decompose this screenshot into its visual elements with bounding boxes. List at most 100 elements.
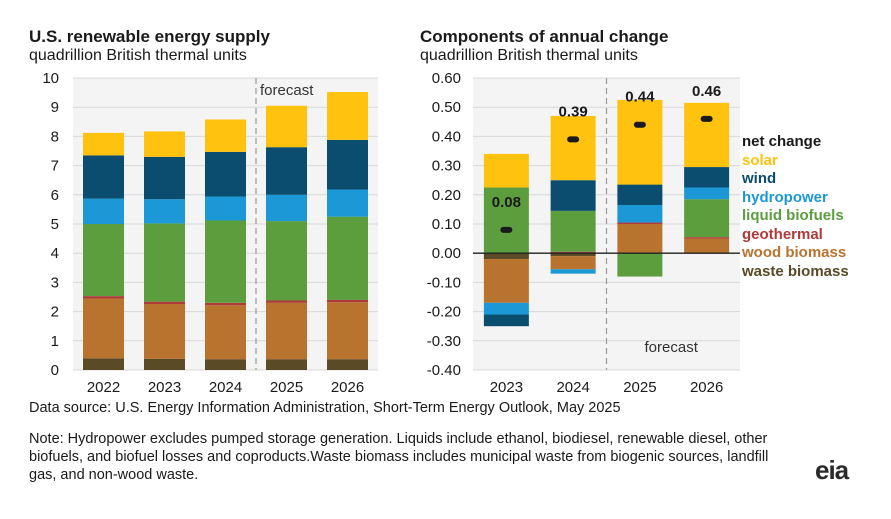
legend-item-hydropower: hydropower [742,188,828,206]
right-bar-geothermal [684,237,730,239]
right-bar-wood-biomass [684,238,730,254]
legend-item-net-change: net change [742,133,822,150]
right-bar-wood-biomass [483,259,529,303]
right-y-tick-label: 0.00 [432,245,461,262]
left-bar-geothermal [144,301,185,305]
right-y-tick-label: 0.30 [432,158,461,175]
legend-item-liquid-biofuels: liquid biofuels [742,207,844,224]
right-bar-solar [483,153,529,188]
left-bar-wood-biomass [266,302,307,360]
right-bar-hydropower [617,205,663,223]
left-bar-geothermal [266,300,307,303]
right-bar-hydropower [550,269,596,274]
right-bar-hydropower [483,302,529,315]
data-source: Data source: U.S. Energy Information Adm… [29,400,621,416]
net-change-marker [700,115,713,122]
left-x-tick-label: 2025 [270,379,303,396]
right-x-tick-label: 2023 [490,379,523,396]
left-y-tick-label: 6 [51,187,59,204]
left-y-tick-label: 9 [51,99,59,116]
legend-item-waste-biomass: waste biomass [742,262,849,280]
left-bar-solar [327,92,368,140]
left-forecast-label: forecast [260,82,314,99]
left-chart-subtitle: quadrillion British thermal units [29,47,247,64]
net-change-label: 0.08 [492,194,521,211]
legend-item-geothermal: geothermal [742,225,823,243]
left-bar-waste-biomass [205,359,246,370]
left-bar-wood-biomass [327,302,368,360]
left-y-tick-label: 7 [51,158,59,175]
right-bar-liquid-biofuels [684,199,730,238]
right-bar-solar [550,115,596,181]
right-y-tick-label: 0.40 [432,128,461,145]
left-bar-hydropower [205,196,246,221]
left-x-tick-label: 2024 [209,379,242,396]
right-y-tick-label: 0.10 [432,216,461,233]
left-bar-hydropower [266,194,307,222]
left-bar-waste-biomass [144,358,185,370]
legend-item-wind: wind [742,170,777,187]
left-bar-solar [266,105,307,148]
left-bar-liquid-biofuels [205,220,246,303]
left-x-tick-label: 2023 [148,379,181,396]
left-bar-wind [205,151,246,197]
left-y-tick-label: 5 [51,216,59,233]
right-forecast-label: forecast [645,339,699,356]
right-y-tick-label: -0.20 [427,304,461,321]
right-bar-wood-biomass [550,256,596,270]
right-y-tick-label: -0.10 [427,274,461,291]
left-y-tick-label: 2 [51,304,59,321]
left-chart: 0 1 2 3 4 5 6 7 8 9 10 forecast 2022 2023 2024 2025 2026 [42,70,378,396]
right-x-tick-label: 2024 [556,379,589,396]
right-bar-geothermal [550,251,596,254]
right-chart-title: Components of annual change [420,27,669,46]
net-change-label: 0.46 [692,83,721,100]
left-bar-liquid-biofuels [83,224,124,297]
left-bar-waste-biomass [266,359,307,370]
left-bar-wind [144,156,185,200]
left-bar-waste-biomass [327,359,368,370]
right-bar-geothermal [617,222,663,224]
right-bar-solar [617,99,663,185]
net-change-marker [500,226,513,233]
right-y-tick-label: 0.50 [432,99,461,116]
legend-item-wood-biomass: wood biomass [742,244,847,261]
left-bar-waste-biomass [83,358,124,370]
left-chart-title: U.S. renewable energy supply [29,27,270,46]
left-y-tick-label: 4 [51,245,59,262]
right-bar-wind [617,184,663,206]
right-bar-liquid-biofuels [550,210,596,252]
right-bar-waste-biomass [483,253,529,260]
right-x-tick-label: 2026 [690,379,723,396]
net-change-label: 0.44 [625,89,655,106]
left-bar-wood-biomass [144,304,185,359]
right-bar-wind [550,180,596,211]
left-y-tick-label: 1 [51,333,59,350]
left-bar-liquid-biofuels [266,221,307,301]
charts-canvas: 0 1 2 3 4 5 6 7 8 9 10 forecast 2022 2023 2024 2025 2026… [42,70,740,396]
eia-logo: eia [815,455,849,485]
left-y-tick-label: 3 [51,274,59,291]
left-bar-wind [327,139,368,190]
right-bar-wind [684,167,730,188]
left-y-tick-label: 0 [51,362,59,379]
right-bar-hydropower [684,187,730,200]
left-bar-solar [83,132,124,156]
left-bar-geothermal [205,302,246,306]
right-y-tick-label: -0.30 [427,333,461,350]
right-bar-liquid-biofuels [483,187,529,254]
right-y-tick-label: -0.40 [427,362,461,379]
left-x-tick-label: 2026 [331,379,364,396]
right-x-tick-label: 2025 [623,379,656,396]
right-bar-liquid-biofuels [617,253,663,277]
left-bar-hydropower [327,189,368,217]
right-bar-waste-biomass [550,253,596,257]
left-bar-liquid-biofuels [144,223,185,302]
left-y-tick-label: 8 [51,128,59,145]
right-chart-subtitle: quadrillion British thermal units [420,47,638,64]
net-change-marker [633,121,646,128]
left-bar-wood-biomass [83,298,124,359]
legend: net change solar wind hydropower liquid biof… [742,133,849,281]
left-bar-liquid-biofuels [327,216,368,300]
left-bar-geothermal [327,299,368,303]
